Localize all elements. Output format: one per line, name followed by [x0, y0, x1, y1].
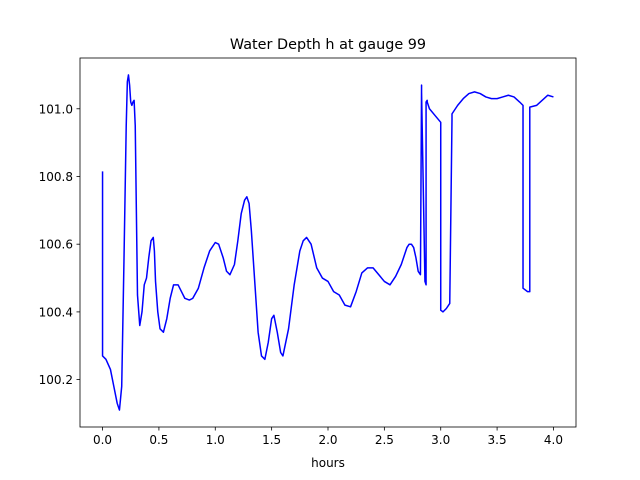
- x-tick-label: 0.5: [149, 433, 168, 447]
- x-tick-label: 1.0: [206, 433, 225, 447]
- x-axis-label: hours: [311, 456, 345, 470]
- chart-title: Water Depth h at gauge 99: [230, 37, 426, 53]
- y-tick-label: 100.8: [39, 170, 73, 184]
- y-tick-label: 100.2: [39, 373, 73, 387]
- axes-frame: [79, 57, 577, 428]
- y-tick-label: 100.6: [39, 238, 73, 252]
- x-tick-label: 4.0: [544, 433, 563, 447]
- x-tick-label: 2.0: [318, 433, 337, 447]
- y-axis-ticks: 100.2 100.4 100.6 100.8 101.0: [39, 102, 80, 387]
- x-tick-label: 3.5: [488, 433, 507, 447]
- plot-area: [101, 74, 554, 411]
- x-tick-label: 3.0: [431, 433, 450, 447]
- x-axis-ticks: 0.0 0.5 1.0 1.5 2.0 2.5 3.0 3.5 4.0: [93, 427, 563, 447]
- x-tick-label: 1.5: [262, 433, 281, 447]
- y-tick-label: 101.0: [39, 102, 73, 116]
- y-tick-label: 100.4: [39, 305, 73, 319]
- x-tick-label: 2.5: [375, 433, 394, 447]
- series-line-0: [101, 74, 554, 411]
- x-tick-label: 0.0: [93, 433, 112, 447]
